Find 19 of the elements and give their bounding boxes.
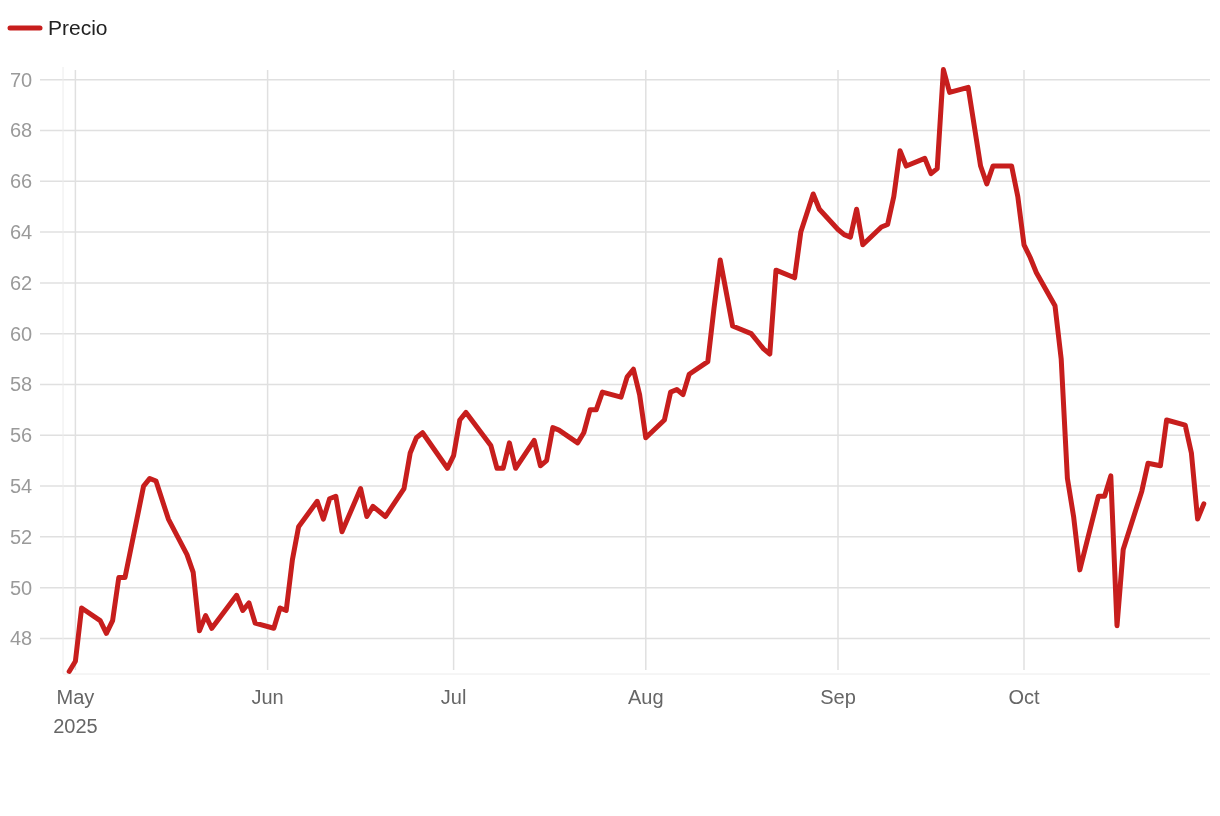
x-tick-label: Jul: [440, 686, 467, 708]
x-tick-label: Oct: [1008, 686, 1040, 708]
x-tick-label: Jun: [251, 686, 284, 708]
x-tick-label: May 2025: [53, 686, 98, 737]
y-tick-label: 66: [10, 170, 33, 193]
y-tick-label: 52: [10, 525, 33, 548]
y-tick-label: 50: [10, 576, 33, 599]
x-tick-label: Sep: [820, 686, 856, 708]
y-tick-label: 54: [10, 475, 33, 498]
y-tick-label: 68: [10, 119, 33, 142]
y-tick-label: 48: [10, 627, 33, 650]
y-tick-label: 70: [10, 68, 33, 91]
legend-label: Precio: [48, 16, 108, 40]
x-tick-label: Aug: [628, 686, 664, 708]
y-tick-label: 58: [10, 373, 33, 396]
y-tick-label: 62: [10, 271, 33, 294]
y-tick-label: 60: [10, 322, 33, 345]
y-tick-label: 56: [10, 424, 33, 447]
y-tick-label: 64: [10, 221, 33, 244]
